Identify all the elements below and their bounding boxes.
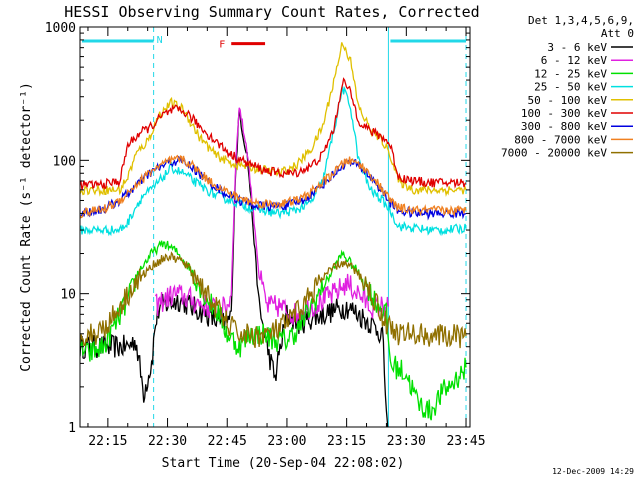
legend-entry-label: 800 - 7000 keV [514,133,607,146]
legend-header-line-1: Det 1,3,4,5,6,9, [528,14,634,27]
y-tick-label: 100 [53,154,76,169]
x-tick-label: 23:15 [327,434,366,449]
y-tick-label: 10 [60,288,76,303]
legend-entry-label: 50 - 100 keV [528,94,608,107]
x-tick-label: 22:30 [148,434,187,449]
legend-entry-label: 6 - 12 keV [541,54,608,67]
series-line-1 [155,107,390,325]
y-axis-label: Corrected Count Rate (s⁻¹ detector⁻¹) [19,82,34,372]
flare-label: F [219,40,225,51]
footer-timestamp: 12-Dec-2009 14:29 [552,467,634,476]
series-line-4 [80,42,467,197]
plot-frame [79,26,471,428]
legend-entry-label: 300 - 800 keV [521,120,607,133]
x-tick-label: 23:45 [446,434,485,449]
x-axis-ticks: 22:15 22:30 22:45 23:00 23:15 23:30 23:45 [87,27,486,449]
legend-entry-label: 100 - 300 keV [521,107,607,120]
x-tick-label: 23:30 [387,434,426,449]
x-tick-label: 22:45 [208,434,247,449]
chart-title: HESSI Observing Summary Count Rates, Cor… [64,3,479,21]
x-tick-label: 22:15 [88,434,127,449]
x-axis-label: Start Time (20-Sep-04 22:08:02) [162,456,405,471]
series-line-5 [80,77,467,190]
series-line-2 [80,240,467,421]
series-line-0 [80,108,389,427]
legend-entry-label: 12 - 25 keV [534,67,607,80]
night-label: N [157,35,163,46]
legend-entry-label: 25 - 50 keV [534,81,607,94]
legend-entry-label: 3 - 6 keV [547,41,607,54]
legend-entry-label: 7000 - 20000 keV [501,147,607,160]
series-line-8 [80,251,467,349]
y-axis-ticks: 1 10 100 1000 [45,21,470,436]
y-tick-label: 1000 [45,21,76,36]
series-line-3 [80,86,467,237]
y-tick-label: 1 [68,421,76,436]
legend-header-line-2: Att 0 [601,27,634,40]
series-line-7 [80,154,467,219]
x-tick-label: 23:00 [267,434,306,449]
